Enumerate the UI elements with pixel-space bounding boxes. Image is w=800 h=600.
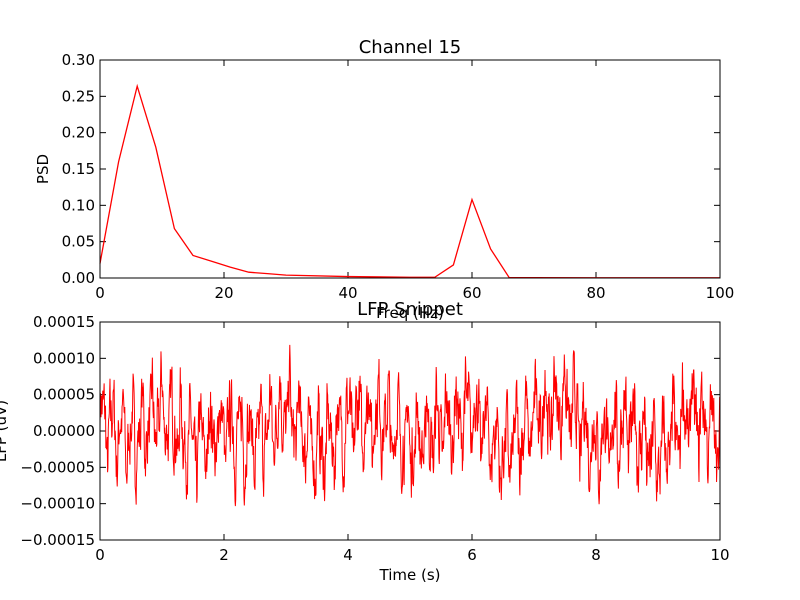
lfp-y-tick-label: −0.00015 xyxy=(20,531,95,549)
lfp-y-tick-label: −0.00005 xyxy=(20,458,95,476)
psd-y-tick-label: 0.00 xyxy=(62,269,95,287)
psd-series-line xyxy=(99,83,720,279)
psd-y-tick-label: 0.05 xyxy=(62,233,95,251)
psd-x-label: Freq (Hz) xyxy=(376,304,444,322)
lfp-y-tick-label: 0.00010 xyxy=(33,349,95,367)
psd-axes-frame xyxy=(99,59,721,279)
psd-y-tick-label: 0.30 xyxy=(62,51,95,69)
lfp-x-tick-label: 6 xyxy=(467,546,477,564)
lfp-x-label: Time (s) xyxy=(379,566,441,584)
lfp-title: LFP Snippet xyxy=(357,299,463,320)
psd-x-tick-label: 100 xyxy=(706,284,735,302)
psd-y-tick-label: 0.15 xyxy=(62,160,95,178)
psd-x-tick-label: 60 xyxy=(462,284,481,302)
lfp-y-tick-label: 0.00005 xyxy=(33,386,95,404)
psd-x-tick-label: 20 xyxy=(214,284,233,302)
lfp-panel: −0.00015 −0.00010 −0.00005 0.00000 0.00005 0.… xyxy=(0,299,730,584)
lfp-x-tick-label: 10 xyxy=(710,546,729,564)
psd-panel: Channel 15 0.000.050.100.150.200.250.30 … xyxy=(34,37,734,322)
lfp-axes-frame xyxy=(99,321,721,541)
lfp-x-axis: 0 2 4 6 8 10 xyxy=(95,322,730,564)
lfp-x-tick-label: 8 xyxy=(591,546,601,564)
psd-x-axis: 0 20 40 60 80 100 xyxy=(95,60,734,302)
lfp-y-tick-label: −0.00010 xyxy=(20,495,95,513)
psd-title: Channel 15 xyxy=(359,37,462,58)
psd-x-tick-label: 40 xyxy=(338,284,357,302)
lfp-y-axis: −0.00015 −0.00010 −0.00005 0.00000 0.00005 0.… xyxy=(20,313,720,549)
psd-y-tick-label: 0.20 xyxy=(62,124,95,142)
lfp-y-label: LFP (uV) xyxy=(0,400,10,462)
lfp-x-tick-label: 0 xyxy=(95,546,105,564)
psd-y-tick-label: 0.10 xyxy=(62,196,95,214)
lfp-y-tick-label: 0.00015 xyxy=(33,313,95,331)
lfp-x-tick-label: 2 xyxy=(219,546,229,564)
lfp-x-tick-label: 4 xyxy=(343,546,353,564)
lfp-y-tick-label: 0.00000 xyxy=(33,422,95,440)
psd-y-label: PSD xyxy=(34,154,52,184)
psd-y-tick-label: 0.25 xyxy=(62,87,95,105)
psd-x-tick-label: 80 xyxy=(586,284,605,302)
lfp-series-line xyxy=(99,344,721,507)
psd-x-tick-label: 0 xyxy=(95,284,105,302)
